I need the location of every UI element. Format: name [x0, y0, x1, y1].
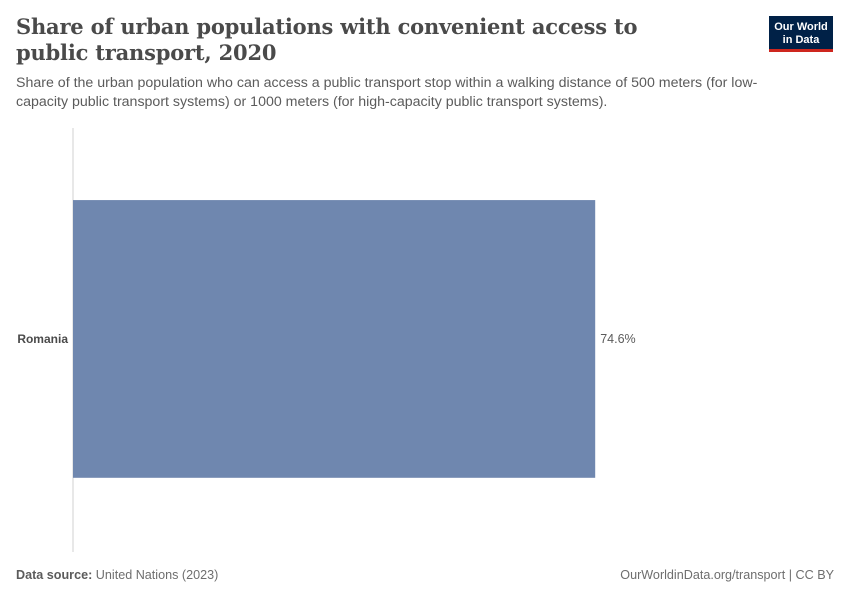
bar-romania[interactable] [73, 200, 596, 478]
data-source: Data source: United Nations (2023) [16, 568, 218, 582]
category-label-romania: Romania [17, 332, 68, 346]
footer-link[interactable]: OurWorldinData.org/transport | CC BY [620, 568, 834, 582]
chart-title: Share of urban populations with convenie… [16, 14, 638, 65]
owid-logo[interactable]: Our World in Data [769, 16, 833, 52]
data-source-label: Data source: [16, 568, 93, 582]
chart-subtitle: Share of the urban population who can ac… [16, 75, 758, 110]
data-source-value[interactable]: United Nations (2023) [95, 568, 219, 582]
value-label-romania: 74.6% [600, 332, 635, 346]
logo-text-line1: Our World [774, 21, 828, 33]
logo-text-line2: in Data [782, 33, 820, 46]
